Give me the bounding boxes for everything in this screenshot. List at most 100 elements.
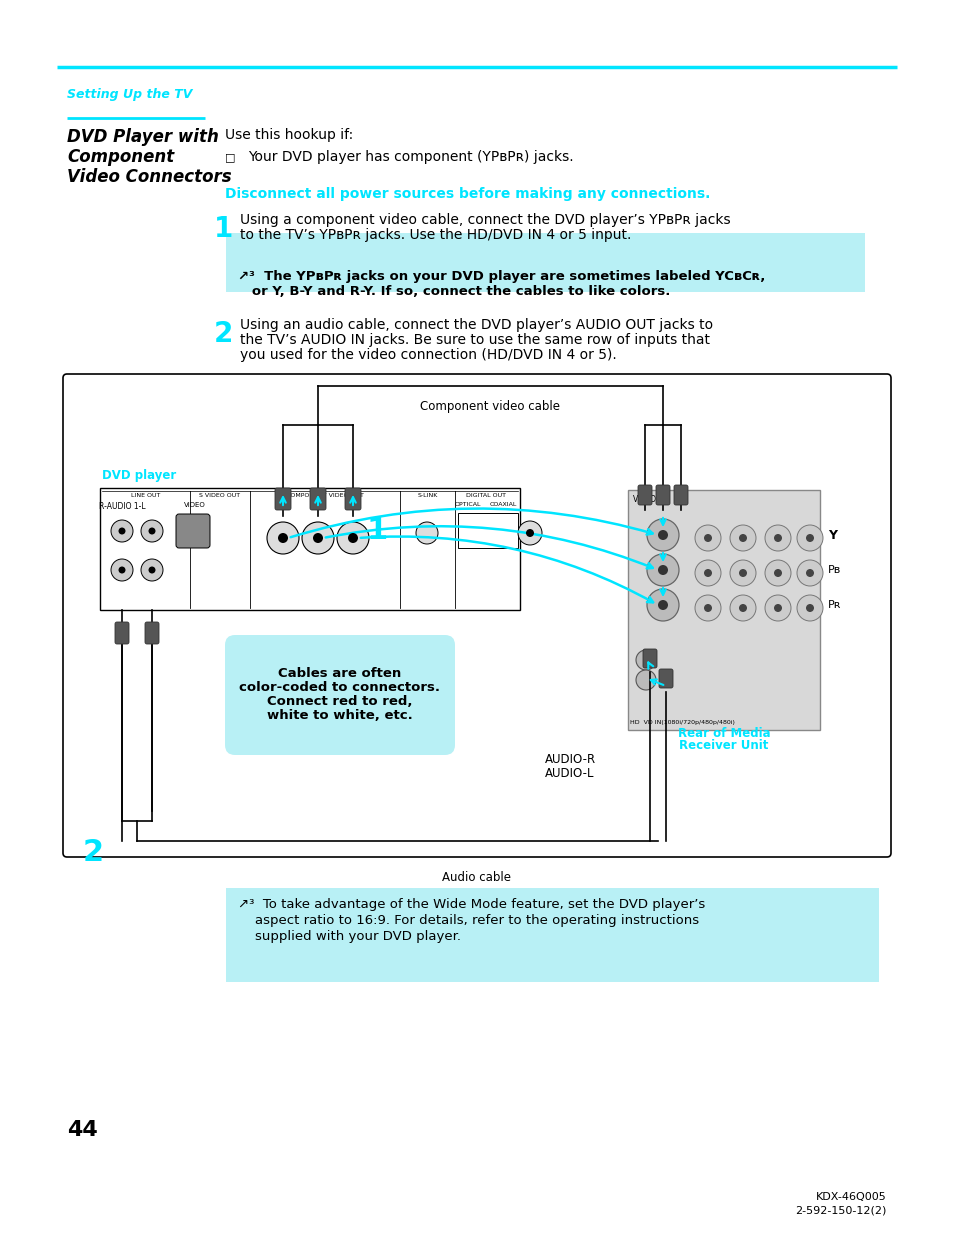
- Text: KDX-46Q005: KDX-46Q005: [816, 1192, 886, 1202]
- Text: Connect red to red,: Connect red to red,: [267, 695, 413, 708]
- Text: OPTICAL: OPTICAL: [455, 501, 480, 508]
- Text: the TV’s AUDIO IN jacks. Be sure to use the same row of inputs that: the TV’s AUDIO IN jacks. Be sure to use …: [240, 333, 709, 347]
- Circle shape: [703, 569, 711, 577]
- Text: AUDIO-R: AUDIO-R: [544, 753, 596, 766]
- Circle shape: [636, 671, 656, 690]
- Circle shape: [658, 600, 667, 610]
- Text: Your DVD player has component (YPʙPʀ) jacks.: Your DVD player has component (YPʙPʀ) ja…: [248, 149, 573, 164]
- Text: 1: 1: [367, 516, 388, 545]
- FancyBboxPatch shape: [226, 233, 864, 291]
- Circle shape: [805, 604, 813, 613]
- Circle shape: [764, 525, 790, 551]
- FancyBboxPatch shape: [274, 488, 291, 510]
- Text: Component video cable: Component video cable: [419, 400, 559, 412]
- Circle shape: [739, 569, 746, 577]
- Circle shape: [149, 527, 155, 535]
- FancyBboxPatch shape: [627, 490, 820, 730]
- Circle shape: [646, 555, 679, 585]
- Circle shape: [118, 567, 126, 573]
- Circle shape: [805, 534, 813, 542]
- Circle shape: [416, 522, 437, 543]
- Text: HD  VD IN(1080i/720p/480p/480i): HD VD IN(1080i/720p/480p/480i): [629, 720, 734, 725]
- Text: ↗³  To take advantage of the Wide Mode feature, set the DVD player’s: ↗³ To take advantage of the Wide Mode fe…: [237, 898, 704, 911]
- Text: 2: 2: [83, 839, 104, 867]
- Circle shape: [111, 559, 132, 580]
- Text: Component: Component: [67, 148, 174, 165]
- Circle shape: [646, 589, 679, 621]
- Text: DVD Player with: DVD Player with: [67, 128, 218, 146]
- FancyBboxPatch shape: [642, 650, 657, 668]
- Text: Video Connectors: Video Connectors: [67, 168, 232, 186]
- Circle shape: [636, 650, 656, 671]
- FancyBboxPatch shape: [175, 514, 210, 548]
- FancyBboxPatch shape: [656, 485, 669, 505]
- FancyBboxPatch shape: [457, 513, 517, 548]
- Text: color-coded to connectors.: color-coded to connectors.: [239, 680, 440, 694]
- Text: VIDEO: VIDEO: [633, 495, 657, 504]
- Circle shape: [796, 525, 822, 551]
- Text: Cables are often: Cables are often: [278, 667, 401, 680]
- Circle shape: [277, 534, 288, 543]
- FancyBboxPatch shape: [673, 485, 687, 505]
- Circle shape: [739, 534, 746, 542]
- Text: Disconnect all power sources before making any connections.: Disconnect all power sources before maki…: [225, 186, 710, 201]
- Text: to the TV’s YPʙPʀ jacks. Use the HD/DVD IN 4 or 5 input.: to the TV’s YPʙPʀ jacks. Use the HD/DVD …: [240, 228, 631, 242]
- FancyBboxPatch shape: [638, 485, 651, 505]
- Text: S VIDEO OUT: S VIDEO OUT: [199, 493, 240, 498]
- Circle shape: [646, 519, 679, 551]
- Circle shape: [805, 569, 813, 577]
- Text: white to white, etc.: white to white, etc.: [267, 709, 413, 722]
- Circle shape: [695, 559, 720, 585]
- FancyBboxPatch shape: [310, 488, 326, 510]
- FancyBboxPatch shape: [659, 669, 672, 688]
- Circle shape: [658, 530, 667, 540]
- Circle shape: [729, 559, 755, 585]
- Circle shape: [141, 559, 163, 580]
- Text: Audio cable: Audio cable: [442, 871, 511, 884]
- FancyBboxPatch shape: [100, 488, 519, 610]
- Text: 44: 44: [67, 1120, 97, 1140]
- Circle shape: [729, 525, 755, 551]
- Text: Setting Up the TV: Setting Up the TV: [67, 88, 193, 101]
- Text: R-AUDIO 1-L: R-AUDIO 1-L: [98, 501, 145, 511]
- Circle shape: [525, 529, 534, 537]
- Text: Pʙ: Pʙ: [827, 564, 841, 576]
- Text: COMPONENT VIDEO OUT: COMPONENT VIDEO OUT: [286, 493, 363, 498]
- Text: Rear of Media: Rear of Media: [677, 727, 769, 740]
- Text: you used for the video connection (HD/DVD IN 4 or 5).: you used for the video connection (HD/DV…: [240, 348, 616, 362]
- Text: Use this hookup if:: Use this hookup if:: [225, 128, 353, 142]
- Circle shape: [695, 525, 720, 551]
- Circle shape: [348, 534, 357, 543]
- Circle shape: [336, 522, 369, 555]
- Text: COAXIAL: COAXIAL: [489, 501, 517, 508]
- Circle shape: [695, 595, 720, 621]
- Text: □: □: [225, 152, 235, 162]
- FancyBboxPatch shape: [145, 622, 159, 643]
- Circle shape: [773, 569, 781, 577]
- Text: S-LINK: S-LINK: [416, 493, 437, 498]
- Circle shape: [703, 534, 711, 542]
- Circle shape: [703, 604, 711, 613]
- Circle shape: [764, 559, 790, 585]
- Circle shape: [739, 604, 746, 613]
- Text: DIGITAL OUT: DIGITAL OUT: [466, 493, 506, 498]
- Text: DVD player: DVD player: [102, 469, 176, 482]
- Circle shape: [111, 520, 132, 542]
- Circle shape: [773, 534, 781, 542]
- Text: AUDIO-L: AUDIO-L: [544, 767, 594, 781]
- Circle shape: [517, 521, 541, 545]
- Text: Using a component video cable, connect the DVD player’s YPʙPʀ jacks: Using a component video cable, connect t…: [240, 212, 730, 227]
- Text: Receiver Unit: Receiver Unit: [679, 739, 768, 752]
- Text: PB: PB: [350, 501, 359, 508]
- Circle shape: [149, 567, 155, 573]
- FancyBboxPatch shape: [345, 488, 360, 510]
- Text: Y: Y: [827, 529, 836, 541]
- Text: 2: 2: [213, 320, 233, 348]
- Text: VIDEO: VIDEO: [184, 501, 206, 508]
- Text: supplied with your DVD player.: supplied with your DVD player.: [237, 930, 460, 944]
- Text: Using an audio cable, connect the DVD player’s AUDIO OUT jacks to: Using an audio cable, connect the DVD pl…: [240, 317, 713, 332]
- Text: PB: PB: [315, 501, 324, 508]
- Circle shape: [267, 522, 298, 555]
- FancyBboxPatch shape: [225, 635, 455, 755]
- Text: 2-592-150-12(2): 2-592-150-12(2): [795, 1207, 886, 1216]
